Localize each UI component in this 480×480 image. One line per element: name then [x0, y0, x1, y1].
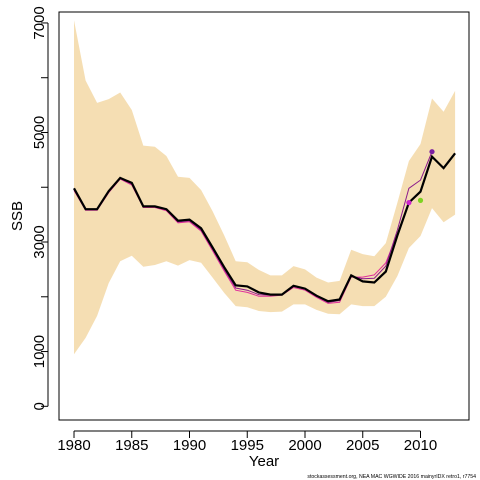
y-tick-label: 5000 — [31, 116, 48, 149]
y-tick-label: 0 — [31, 402, 48, 410]
y-axis: 0 1000 3000 5000 7000 — [31, 6, 49, 410]
y-tick-label: 7000 — [31, 6, 48, 39]
x-tick-label: 2005 — [346, 437, 379, 454]
x-tick-label: 1990 — [173, 437, 206, 454]
retro-end-points — [406, 149, 435, 206]
x-tick-label: 1995 — [231, 437, 264, 454]
x-tick-label: 2000 — [288, 437, 321, 454]
retro-end-point-1 — [406, 200, 412, 206]
x-tick-label: 1980 — [57, 437, 90, 454]
x-axis-title: Year — [249, 453, 279, 470]
x-axis: 1980 1985 1990 1995 2000 2005 2010 — [57, 430, 437, 454]
x-tick-label: 2010 — [404, 437, 437, 454]
ssb-estimate-line — [73, 152, 456, 303]
y-tick-label: 3000 — [31, 225, 48, 258]
retro-end-point-3 — [417, 197, 424, 203]
y-axis-title: SSB — [9, 201, 26, 231]
retro-end-point-2 — [429, 149, 435, 155]
y-tick-label: 1000 — [31, 335, 48, 368]
x-tick-label: 1985 — [115, 437, 148, 454]
plot-frame — [58, 11, 470, 421]
source-footnote: stockassessment.org, NEA MAC WGWIDE 2016… — [307, 474, 476, 480]
confidence-band — [74, 20, 456, 355]
